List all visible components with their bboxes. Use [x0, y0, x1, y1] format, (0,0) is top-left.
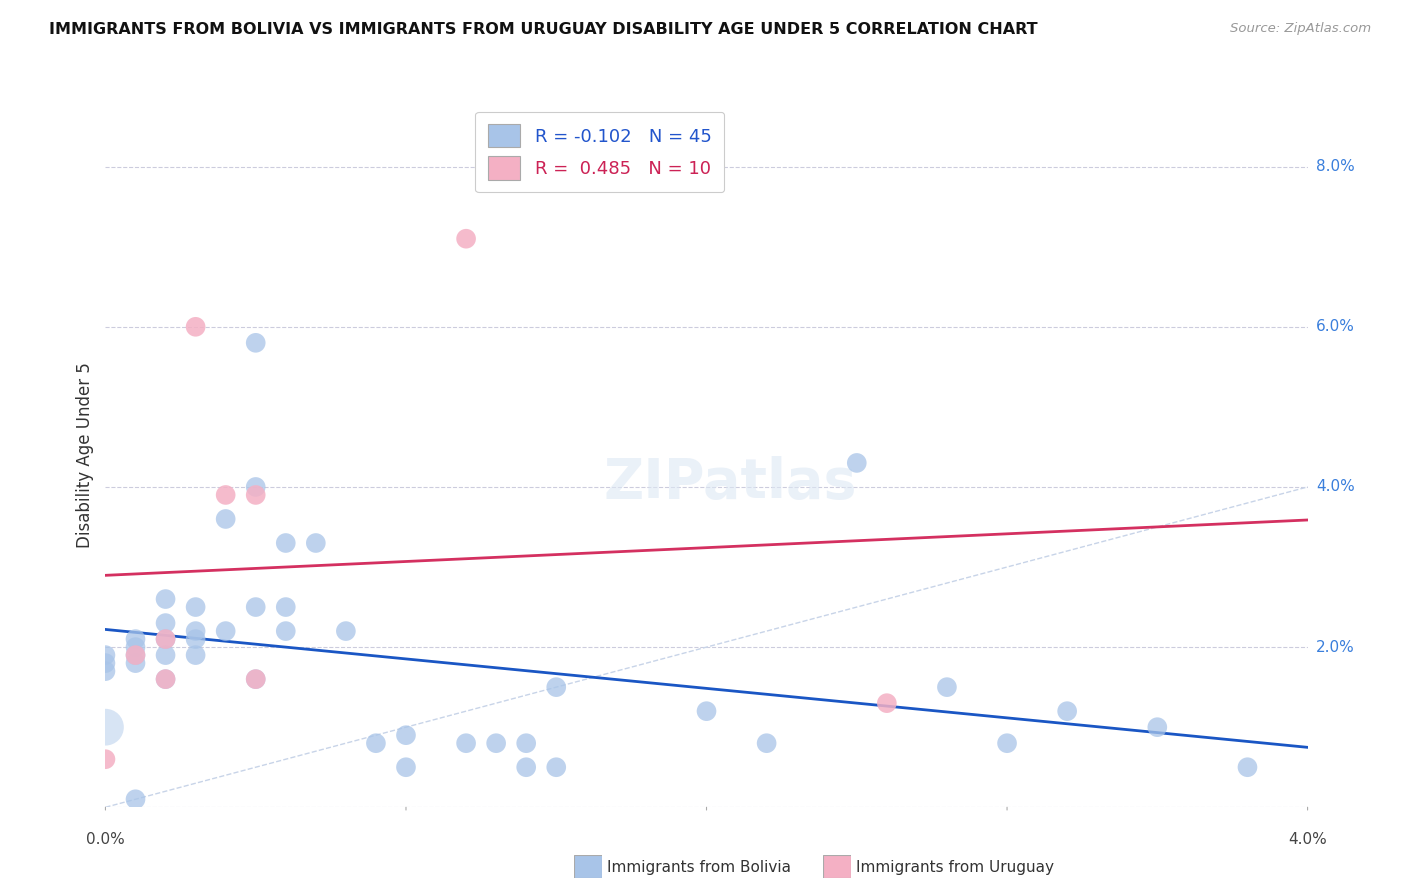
Point: [155, 632, 177, 646]
Point: [245, 488, 267, 502]
Point: [454, 736, 477, 750]
Point: [155, 672, 177, 686]
Point: [94, 656, 117, 670]
Point: [485, 736, 508, 750]
Point: [305, 536, 328, 550]
Point: [124, 648, 146, 662]
Point: [755, 736, 778, 750]
Text: Immigrants from Bolivia: Immigrants from Bolivia: [607, 860, 792, 874]
Point: [335, 624, 357, 639]
Text: 2.0%: 2.0%: [1316, 640, 1354, 655]
Point: [184, 648, 207, 662]
Text: 8.0%: 8.0%: [1316, 159, 1354, 174]
Point: [155, 632, 177, 646]
Point: [274, 600, 297, 615]
Text: 0.0%: 0.0%: [86, 832, 125, 847]
Point: [94, 752, 117, 766]
Point: [214, 512, 236, 526]
Point: [245, 672, 267, 686]
Point: [184, 624, 207, 639]
Text: IMMIGRANTS FROM BOLIVIA VS IMMIGRANTS FROM URUGUAY DISABILITY AGE UNDER 5 CORREL: IMMIGRANTS FROM BOLIVIA VS IMMIGRANTS FR…: [49, 22, 1038, 37]
Point: [454, 232, 477, 246]
Text: 6.0%: 6.0%: [1316, 319, 1355, 334]
Point: [546, 680, 568, 694]
Point: [94, 664, 117, 678]
Point: [184, 632, 207, 646]
Point: [274, 624, 297, 639]
Text: Source: ZipAtlas.com: Source: ZipAtlas.com: [1230, 22, 1371, 36]
Point: [245, 335, 267, 350]
Point: [546, 760, 568, 774]
Point: [1056, 704, 1078, 718]
Point: [245, 600, 267, 615]
Point: [364, 736, 387, 750]
Point: [214, 624, 236, 639]
Point: [274, 536, 297, 550]
Point: [515, 760, 537, 774]
Text: 4.0%: 4.0%: [1288, 832, 1327, 847]
Point: [184, 600, 207, 615]
Point: [515, 736, 537, 750]
Point: [245, 480, 267, 494]
Point: [94, 720, 117, 734]
Point: [876, 696, 898, 710]
Point: [395, 728, 418, 742]
Point: [184, 319, 207, 334]
Point: [995, 736, 1018, 750]
Text: 4.0%: 4.0%: [1316, 480, 1354, 494]
Point: [155, 672, 177, 686]
Point: [94, 648, 117, 662]
Point: [696, 704, 718, 718]
Point: [124, 640, 146, 654]
Point: [124, 792, 146, 806]
Point: [214, 488, 236, 502]
Point: [124, 656, 146, 670]
Point: [155, 648, 177, 662]
Point: [395, 760, 418, 774]
Legend: R = -0.102   N = 45, R =  0.485   N = 10: R = -0.102 N = 45, R = 0.485 N = 10: [475, 112, 724, 193]
Point: [1146, 720, 1168, 734]
Point: [936, 680, 959, 694]
Text: Immigrants from Uruguay: Immigrants from Uruguay: [856, 860, 1054, 874]
Point: [245, 672, 267, 686]
Point: [1236, 760, 1258, 774]
Point: [155, 592, 177, 607]
Point: [845, 456, 868, 470]
Point: [124, 648, 146, 662]
Point: [155, 616, 177, 631]
Text: ZIPatlas: ZIPatlas: [603, 456, 858, 510]
Y-axis label: Disability Age Under 5: Disability Age Under 5: [76, 362, 94, 548]
Point: [124, 632, 146, 646]
